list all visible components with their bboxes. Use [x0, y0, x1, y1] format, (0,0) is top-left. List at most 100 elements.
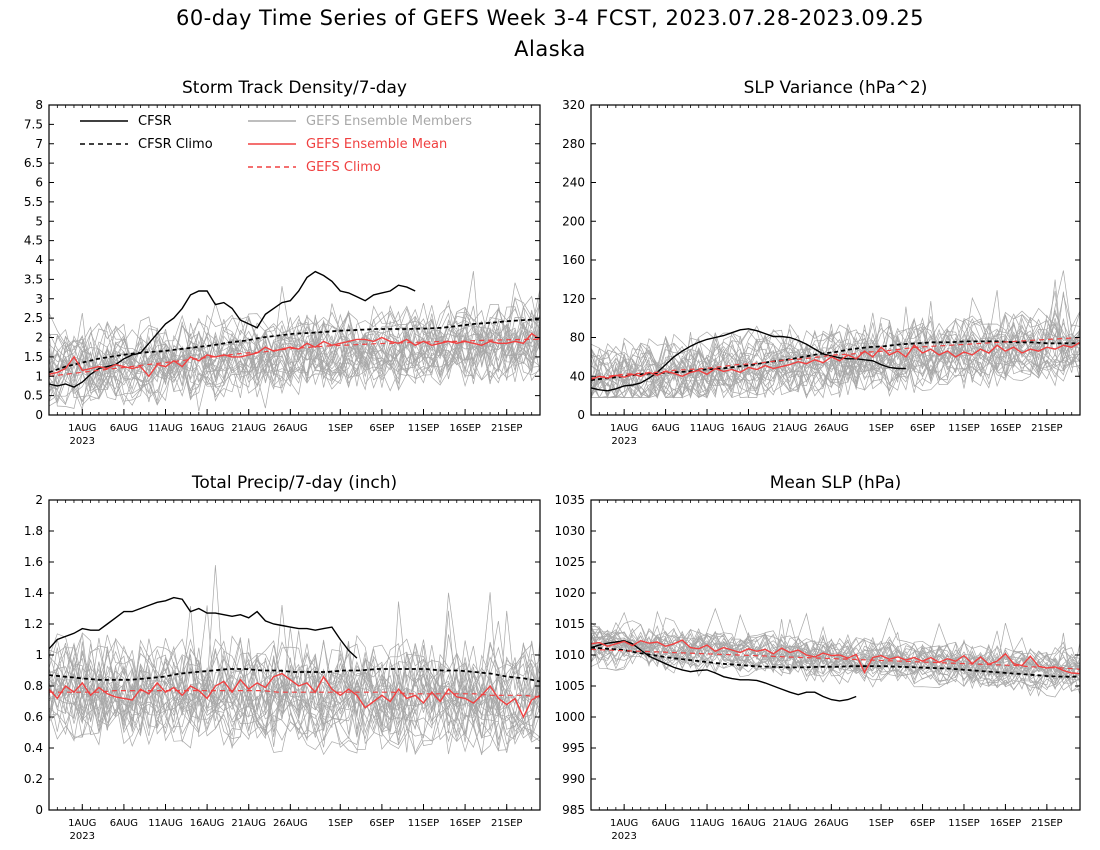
chart-panel-3: Total Precip/7-day (inch)00.20.40.60.811…	[24, 473, 541, 842]
series-cfsr	[590, 639, 857, 702]
x-tick-label: 21SEP	[1031, 423, 1062, 434]
y-tick-label: 985	[562, 803, 585, 817]
x-tick-label: 21SEP	[491, 423, 522, 434]
y-tick-label: 3	[35, 292, 43, 306]
ensemble-member-line	[48, 638, 541, 738]
series-cfsr	[48, 270, 416, 388]
ensemble-member-line	[48, 321, 541, 396]
chart-panel-1: Storm Track Density/7-day 0 0.5 1 1.5 2 2.5 3 3.…	[24, 78, 541, 447]
y-tick-label: 1.8	[24, 524, 43, 538]
y-tick-label: 0.2	[24, 772, 43, 786]
x-tick-label: 1AUG	[68, 423, 96, 434]
panel-title: Storm Track Density/7-day	[182, 78, 407, 98]
chart-panel-2: SLP Variance (hPa^2) 0 40 80 120 160 200 240 280…	[562, 78, 1081, 447]
legend-label: CFSR	[138, 114, 172, 129]
ensemble-member-line	[48, 646, 541, 719]
x-tick-label: 6SEP	[910, 818, 935, 829]
y-tick-label: 0	[35, 803, 43, 817]
ensemble-member-line	[48, 610, 541, 720]
y-tick-label: 1.5	[24, 350, 43, 364]
x-tick-label: 21AUG	[231, 423, 266, 434]
legend-label: CFSR Climo	[138, 137, 213, 152]
x-tick-label: 11SEP	[408, 818, 439, 829]
ensemble-member-line	[48, 637, 541, 706]
x-tick-label: 11SEP	[948, 818, 979, 829]
x-tick-label: 21AUG	[231, 818, 266, 829]
y-tick-label: 7	[35, 137, 43, 151]
ensemble-member-line	[48, 331, 541, 407]
x-tick-label: 16SEP	[990, 818, 1021, 829]
ensemble-member-line	[590, 270, 1081, 390]
series-cfsr	[590, 328, 906, 392]
x-tick-label: 1AUG	[610, 818, 638, 829]
x-tick-label: 6SEP	[369, 423, 394, 434]
y-tick-label: 0.6	[24, 710, 43, 724]
y-tick-label: 1035	[554, 493, 585, 507]
plot-frame	[48, 499, 541, 811]
series-gefs-climo	[590, 336, 1081, 379]
ensemble-member-line	[590, 635, 1081, 686]
y-tick-label: 1020	[554, 586, 585, 600]
y-tick-label: 2.5	[24, 311, 43, 325]
ensemble-member-line	[590, 329, 1081, 399]
series-cfsr-climo	[590, 340, 1080, 381]
series-cfsr-climo	[48, 668, 541, 683]
x-tick-label: 21AUG	[773, 818, 808, 829]
x-tick-label: 16SEP	[449, 818, 480, 829]
legend-label: GEFS Ensemble Mean	[306, 137, 447, 152]
y-tick-label: 200	[562, 214, 585, 228]
series-cfsr	[48, 596, 358, 659]
series-gefs-ensemble-mean	[590, 639, 1081, 675]
x-tick-label: 11AUG	[690, 423, 725, 434]
ensemble-member-line	[48, 305, 541, 403]
x-year-label: 2023	[70, 831, 95, 842]
ensemble-member-line	[590, 641, 1081, 698]
ensemble-member-line	[590, 290, 1081, 399]
ensemble-member-line	[591, 330, 1081, 399]
y-tick-label: 1025	[554, 555, 585, 569]
panel-title: Mean SLP (hPa)	[770, 473, 902, 493]
x-tick-label: 26AUG	[273, 423, 308, 434]
ensemble-members	[48, 271, 541, 412]
x-tick-label: 1SEP	[328, 818, 353, 829]
ensemble-members	[590, 270, 1081, 399]
ensemble-member-line	[590, 323, 1081, 399]
y-tick-label: 2	[35, 331, 43, 345]
series-gefs-climo	[49, 689, 541, 698]
y-tick-label: 1	[35, 369, 43, 383]
ensemble-member-line	[590, 312, 1081, 384]
y-tick-label: 1.4	[24, 586, 43, 600]
series-gefs-climo	[48, 338, 540, 377]
ensemble-member-line	[590, 610, 1081, 677]
y-tick-label: 320	[562, 98, 585, 112]
x-tick-label: 6SEP	[369, 818, 394, 829]
ensemble-member-line	[590, 623, 1081, 675]
series-cfsr-climo	[48, 318, 541, 374]
figure-subtitle: Alaska	[514, 37, 586, 61]
series-gefs-ensemble-mean	[590, 341, 1081, 380]
x-tick-label: 11AUG	[690, 818, 725, 829]
ensemble-members	[48, 565, 541, 756]
x-tick-label: 26AUG	[814, 818, 849, 829]
ensemble-member-line	[590, 296, 1081, 374]
y-tick-label: 0	[35, 408, 43, 422]
y-tick-label: 7.5	[24, 117, 43, 131]
y-tick-label: 1.6	[24, 555, 43, 569]
y-tick-label: 1	[35, 648, 43, 662]
ensemble-member-line	[590, 323, 1081, 387]
x-tick-label: 11SEP	[948, 423, 979, 434]
ensemble-member-line	[590, 291, 1081, 399]
x-tick-label: 1AUG	[68, 818, 96, 829]
x-tick-label: 21SEP	[491, 818, 522, 829]
ensemble-member-line	[590, 645, 1081, 697]
y-tick-label: 0.8	[24, 679, 43, 693]
x-tick-label: 6SEP	[910, 423, 935, 434]
x-tick-label: 11AUG	[148, 423, 183, 434]
y-tick-label: 5	[35, 214, 43, 228]
ensemble-member-line	[48, 290, 541, 402]
x-tick-label: 16SEP	[449, 423, 480, 434]
y-tick-label: 40	[570, 369, 585, 383]
x-tick-label: 16SEP	[990, 423, 1021, 434]
y-tick-label: 1030	[554, 524, 585, 538]
